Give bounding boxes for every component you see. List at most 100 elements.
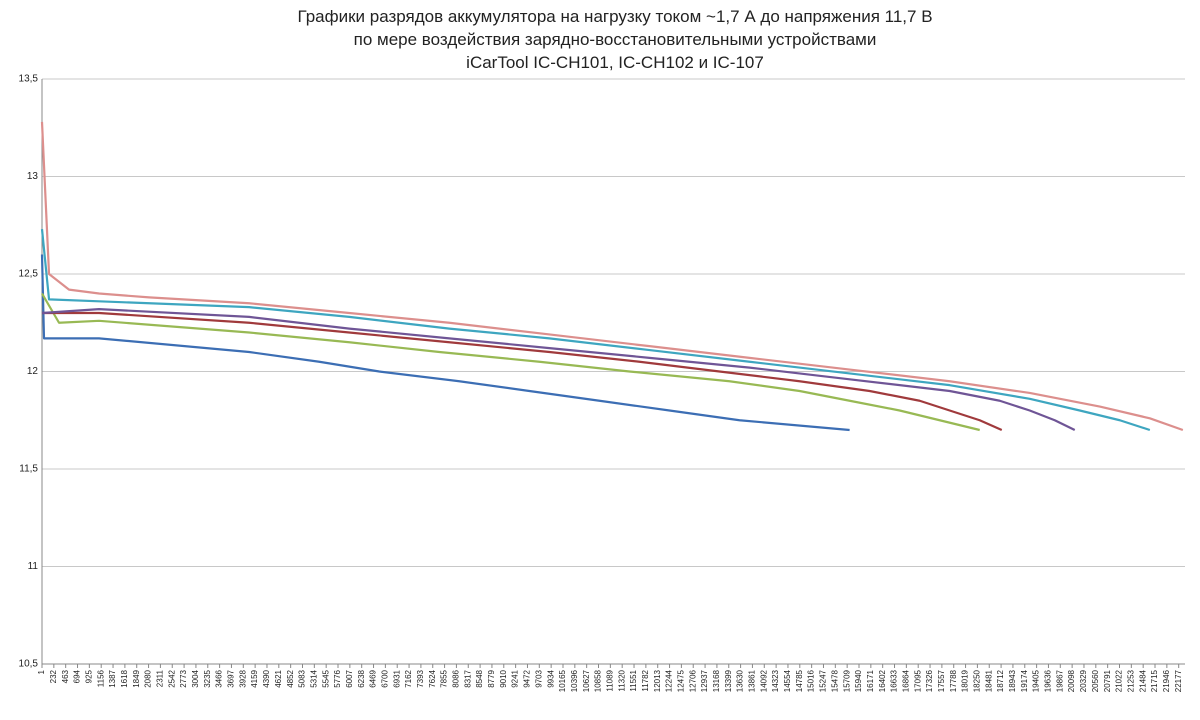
x-tick-label: 4621 xyxy=(274,669,283,687)
x-tick-label: 14323 xyxy=(771,669,780,692)
x-tick-label: 20791 xyxy=(1103,669,1112,692)
x-tick-label: 8086 xyxy=(452,669,461,687)
x-tick-label: 14554 xyxy=(783,669,792,692)
x-tick-label: 19174 xyxy=(1020,669,1029,692)
x-tick-label: 18019 xyxy=(961,669,970,692)
x-tick-label: 6931 xyxy=(392,669,401,687)
x-tick-label: 19867 xyxy=(1055,669,1064,692)
x-tick-label: 7162 xyxy=(404,669,413,687)
x-tick-label: 1618 xyxy=(120,669,129,687)
x-tick-label: 18250 xyxy=(973,669,982,692)
x-tick-label: 21022 xyxy=(1115,669,1124,692)
x-tick-label: 3928 xyxy=(238,669,247,687)
y-tick-label: 12 xyxy=(27,366,39,377)
x-tick-label: 925 xyxy=(84,669,93,683)
x-tick-label: 4852 xyxy=(286,669,295,687)
y-tick-label: 12,5 xyxy=(19,269,39,280)
x-tick-label: 17326 xyxy=(925,669,934,692)
x-tick-label: 17557 xyxy=(937,669,946,692)
x-tick-label: 11782 xyxy=(641,669,650,691)
x-tick-label: 694 xyxy=(73,669,82,683)
x-tick-label: 9241 xyxy=(511,669,520,687)
x-tick-label: 3466 xyxy=(215,669,224,687)
x-tick-label: 3004 xyxy=(191,669,200,687)
series-line xyxy=(41,308,1076,431)
x-tick-label: 15247 xyxy=(819,669,828,692)
series-line xyxy=(40,254,850,432)
x-tick-label: 12013 xyxy=(653,669,662,692)
x-tick-label: 6238 xyxy=(357,669,366,687)
x-tick-label: 10858 xyxy=(594,669,603,692)
y-tick-label: 10,5 xyxy=(19,659,39,670)
x-tick-label: 10165 xyxy=(558,669,567,692)
series-line xyxy=(42,311,1003,432)
x-tick-label: 15016 xyxy=(807,669,816,692)
x-tick-label: 15478 xyxy=(830,669,839,692)
x-tick-label: 9010 xyxy=(499,669,508,687)
y-tick-label: 13,5 xyxy=(19,74,39,85)
x-tick-label: 14785 xyxy=(795,669,804,692)
x-tick-label: 18943 xyxy=(1008,669,1017,692)
chart-title: Графики разрядов аккумулятора на нагрузк… xyxy=(297,7,932,26)
x-tick-label: 9472 xyxy=(523,669,532,687)
x-tick-label: 8779 xyxy=(487,669,496,687)
x-tick-label: 1156 xyxy=(96,669,105,687)
x-tick-label: 12706 xyxy=(688,669,697,692)
x-tick-label: 18712 xyxy=(996,669,1005,692)
x-tick-label: 21715 xyxy=(1150,669,1159,692)
x-tick-label: 17788 xyxy=(949,669,958,692)
y-tick-label: 11,5 xyxy=(19,464,38,475)
x-tick-label: 21253 xyxy=(1126,669,1135,692)
x-tick-label: 11320 xyxy=(617,669,626,691)
x-tick-label: 21484 xyxy=(1138,669,1147,692)
x-tick-label: 13168 xyxy=(712,669,721,692)
chart-title: по мере воздействия зарядно-восстановите… xyxy=(354,30,877,49)
x-tick-label: 8548 xyxy=(475,669,484,687)
x-tick-label: 13399 xyxy=(724,669,733,692)
x-tick-label: 5314 xyxy=(309,669,318,687)
x-tick-label: 2773 xyxy=(179,669,188,687)
x-tick-label: 8317 xyxy=(463,669,472,687)
y-tick-label: 11 xyxy=(28,561,39,572)
x-tick-label: 3697 xyxy=(227,669,236,687)
x-tick-label: 6700 xyxy=(380,669,389,687)
x-tick-label: 7393 xyxy=(416,669,425,687)
x-tick-label: 20098 xyxy=(1067,669,1076,692)
x-tick-label: 19405 xyxy=(1032,669,1041,692)
x-tick-label: 11551 xyxy=(629,669,638,691)
x-tick-label: 1 xyxy=(37,669,46,674)
x-tick-label: 10396 xyxy=(570,669,579,692)
x-tick-label: 21946 xyxy=(1162,669,1171,692)
x-tick-label: 2542 xyxy=(167,669,176,687)
series-line xyxy=(40,229,1151,432)
x-tick-label: 16402 xyxy=(878,669,887,692)
x-tick-label: 11089 xyxy=(605,669,614,691)
x-tick-label: 5545 xyxy=(321,669,330,687)
series-line xyxy=(40,121,1184,432)
x-tick-label: 15940 xyxy=(854,669,863,692)
x-tick-label: 9934 xyxy=(546,669,555,687)
x-tick-label: 13630 xyxy=(736,669,745,692)
x-tick-label: 22177 xyxy=(1174,669,1183,692)
x-tick-label: 232 xyxy=(49,669,58,683)
x-tick-label: 3235 xyxy=(203,669,212,687)
x-tick-label: 2311 xyxy=(156,669,165,687)
x-tick-label: 15709 xyxy=(842,669,851,692)
x-tick-label: 463 xyxy=(61,669,70,683)
x-tick-label: 5776 xyxy=(333,669,342,687)
y-tick-label: 13 xyxy=(27,171,39,182)
x-tick-label: 12475 xyxy=(677,669,686,692)
x-tick-label: 18481 xyxy=(984,669,993,692)
x-tick-label: 9703 xyxy=(534,669,543,687)
x-tick-label: 20329 xyxy=(1079,669,1088,692)
x-tick-label: 13861 xyxy=(748,669,757,692)
x-tick-label: 6007 xyxy=(345,669,354,687)
x-tick-label: 2080 xyxy=(144,669,153,687)
x-tick-label: 12244 xyxy=(665,669,674,692)
x-tick-label: 16864 xyxy=(901,669,910,692)
x-tick-label: 14092 xyxy=(759,669,768,692)
x-tick-label: 16171 xyxy=(866,669,875,692)
x-tick-label: 6469 xyxy=(369,669,378,687)
x-tick-label: 20560 xyxy=(1091,669,1100,692)
